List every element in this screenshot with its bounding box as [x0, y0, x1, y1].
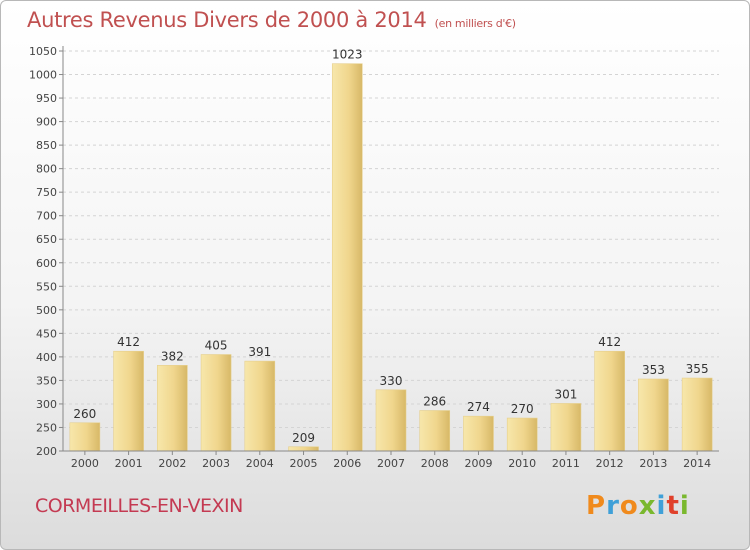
data-label: 382	[161, 349, 184, 363]
x-tick-label: 2008	[421, 457, 449, 470]
axes	[62, 46, 719, 452]
y-tick-label: 750	[36, 186, 57, 199]
chart-title-unit: (en milliers d'€)	[434, 17, 516, 30]
bar	[157, 365, 188, 452]
y-axis-ticks: 200 250 300 350 400 450 500 550 600 650 700 750 800 8…	[29, 45, 63, 458]
bar	[200, 354, 232, 452]
y-tick-label: 900	[36, 116, 57, 129]
data-label: 353	[642, 363, 665, 377]
bar	[113, 350, 144, 452]
bar	[375, 389, 407, 452]
logo-letter: o	[619, 491, 639, 521]
y-tick-label: 300	[36, 398, 57, 411]
x-tick-label: 2014	[683, 457, 711, 470]
x-tick-label: 2011	[552, 457, 580, 470]
bar	[69, 422, 101, 452]
y-tick-label: 1000	[29, 69, 57, 82]
x-axis-ticks: 2000 2001 2002 2003 2004 2005 2006 2007 2008 2009…	[71, 451, 711, 470]
data-label: 1023	[332, 48, 363, 62]
data-label: 330	[380, 374, 403, 388]
logo-letter: P	[586, 491, 607, 521]
x-tick-label: 2010	[508, 457, 536, 470]
bar	[594, 350, 625, 452]
bar	[419, 410, 451, 452]
data-label: 274	[467, 400, 490, 414]
data-label: 412	[117, 335, 140, 349]
bar	[638, 378, 669, 452]
data-label: 286	[423, 395, 446, 409]
x-tick-label: 2007	[377, 457, 405, 470]
y-tick-label: 400	[36, 351, 57, 364]
y-tick-label: 1050	[29, 45, 57, 58]
bar	[506, 417, 538, 452]
logo-letter: i	[656, 491, 667, 521]
x-tick-label: 2006	[333, 457, 361, 470]
logo-letter: i	[679, 491, 690, 521]
y-tick-label: 850	[36, 139, 57, 152]
y-tick-label: 450	[36, 327, 57, 340]
logo-letter: r	[606, 491, 620, 521]
y-tick-label: 200	[36, 445, 57, 458]
x-tick-label: 2013	[639, 457, 667, 470]
data-labels: 260 412 382 405 391 209 1023 330 286 274 270 301 412…	[73, 48, 708, 445]
y-tick-label: 600	[36, 257, 57, 270]
data-label: 355	[686, 362, 709, 376]
data-label: 412	[598, 335, 621, 349]
x-tick-label: 2002	[158, 457, 186, 470]
x-tick-label: 2003	[202, 457, 230, 470]
data-label: 301	[554, 387, 577, 401]
y-tick-label: 350	[36, 374, 57, 387]
bar	[550, 403, 582, 452]
logo-letter: t	[666, 491, 680, 521]
chart-title-text: Autres Revenus Divers de 2000 à 2014	[27, 8, 427, 32]
y-tick-label: 500	[36, 304, 57, 317]
data-label: 209	[292, 431, 315, 445]
y-tick-label: 550	[36, 280, 57, 293]
chart-title: Autres Revenus Divers de 2000 à 2014 (en …	[27, 8, 516, 32]
x-tick-label: 2012	[596, 457, 624, 470]
y-tick-label: 250	[36, 421, 57, 434]
y-tick-label: 800	[36, 163, 57, 176]
bar	[331, 63, 363, 452]
data-label: 260	[73, 407, 96, 421]
x-tick-label: 2004	[246, 457, 274, 470]
x-tick-label: 2005	[290, 457, 318, 470]
x-tick-label: 2009	[464, 457, 492, 470]
town-name: CORMEILLES-EN-VEXIN	[35, 495, 243, 517]
data-label: 405	[205, 339, 228, 353]
bar	[463, 415, 494, 452]
y-tick-label: 700	[36, 210, 57, 223]
bar	[244, 360, 276, 452]
y-tick-label: 650	[36, 233, 57, 246]
x-tick-label: 2000	[71, 457, 99, 470]
bar	[288, 446, 319, 452]
x-tick-label: 2001	[115, 457, 143, 470]
bars	[69, 63, 713, 452]
logo-letter: x	[638, 491, 657, 521]
data-label: 270	[511, 402, 534, 416]
proxiti-logo: Proxiti	[586, 491, 690, 521]
bar	[681, 377, 713, 452]
data-label: 391	[248, 345, 271, 359]
y-tick-label: 950	[36, 92, 57, 105]
